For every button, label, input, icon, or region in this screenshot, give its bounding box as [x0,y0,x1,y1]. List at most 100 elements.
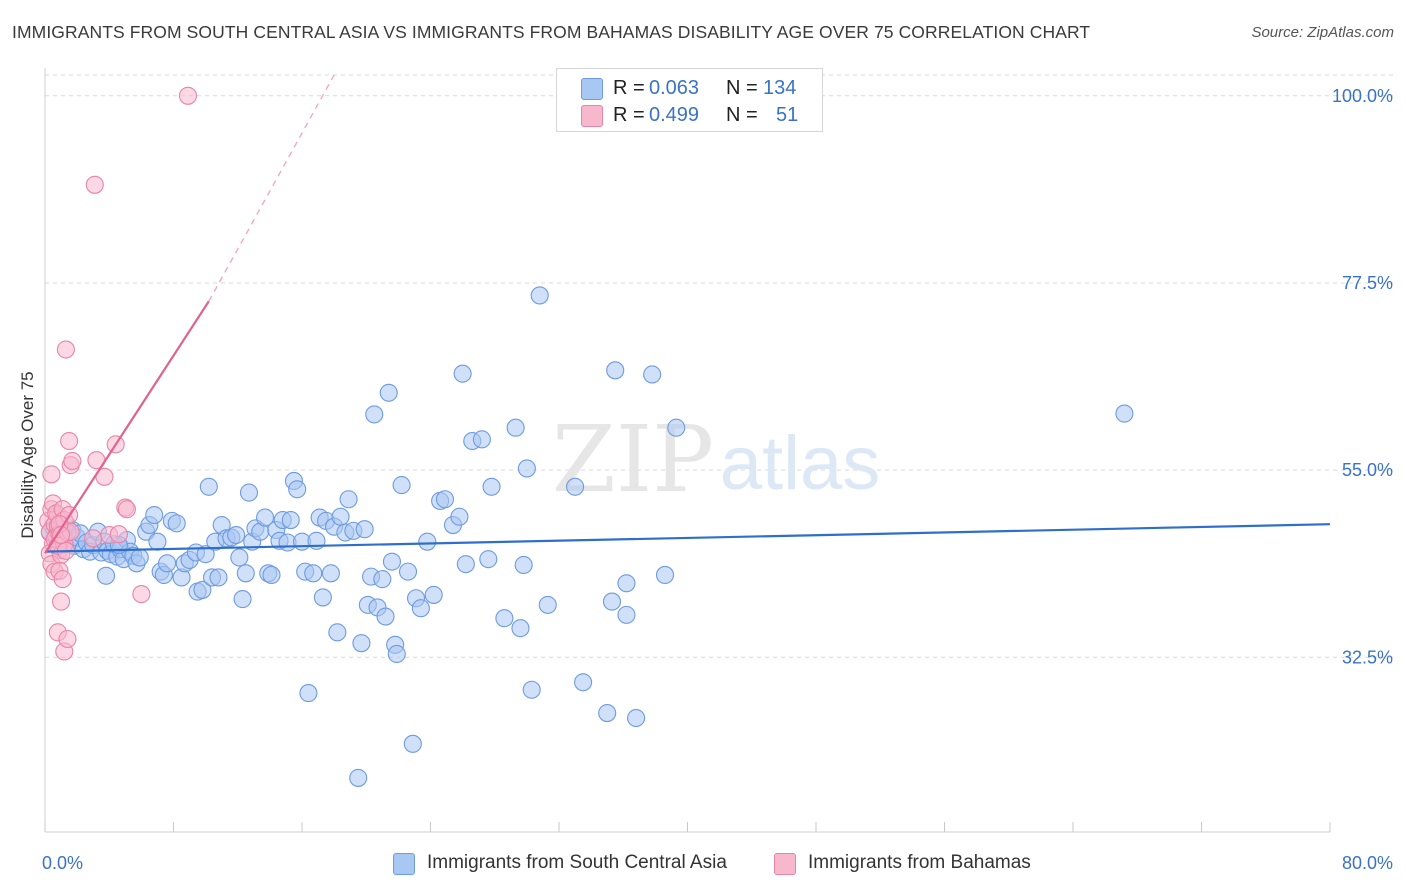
legend-n-value: 51 [776,104,799,126]
point-bahamas [58,629,77,649]
y-tick-label: 55.0% [1342,460,1393,480]
point-south-central-asia [602,592,622,611]
point-south-central-asia [233,590,252,609]
point-south-central-asia [1115,404,1134,423]
point-south-central-asia [456,555,475,574]
point-south-central-asia [403,734,422,753]
watermark: ZIP atlas [552,406,880,513]
point-south-central-asia [398,562,418,581]
point-south-central-asia [617,605,636,624]
point-south-central-asia [288,480,307,499]
point-bahamas [109,525,128,544]
point-south-central-asia [373,570,392,589]
axis-layer [44,68,1331,833]
point-south-central-asia [281,510,300,530]
point-south-central-asia [239,483,259,502]
point-bahamas [56,340,75,359]
legend-n-value: 134 [763,77,797,99]
point-south-central-asia [376,607,395,626]
legend-n-label: N = [726,77,758,99]
correlation-legend: R = 0.063 N = 134 R = 0.499 N = 51 [556,68,823,132]
point-south-central-asia [418,532,437,551]
y-tick-label: 100.0% [1332,86,1393,106]
point-south-central-asia [387,644,406,664]
bottom-legend-label: Immigrants from South Central Asia [427,852,727,873]
point-south-central-asia [349,768,368,787]
bottom-legend-label: Immigrants from Bahamas [808,852,1031,873]
watermark-zip: ZIP [552,406,714,513]
point-south-central-asia [522,680,541,699]
trend-extension-bahamas [208,74,335,302]
points-layer [39,86,1134,787]
point-south-central-asia [392,476,411,495]
point-south-central-asia [667,418,686,437]
point-south-central-asia [96,566,116,585]
legend-r-label: R = [613,104,645,126]
legend-n-label: N = [726,104,758,126]
source-credit: Source: ZipAtlas.com [1251,24,1394,41]
point-south-central-asia [411,599,430,618]
point-south-central-asia [209,568,228,587]
point-bahamas [53,570,72,589]
point-south-central-asia [199,477,218,496]
point-south-central-asia [167,514,186,533]
point-south-central-asia [538,595,557,614]
point-south-central-asia [566,477,585,496]
point-south-central-asia [256,508,275,527]
legend-swatch-pink [581,105,603,127]
point-south-central-asia [321,564,340,583]
bottom-legend-swatch-blue [393,853,415,875]
point-south-central-asia [328,623,347,642]
trend-line-south-central-asia [44,523,1331,553]
trend-layer [44,74,1331,554]
point-south-central-asia [148,532,167,551]
point-south-central-asia [482,477,501,496]
point-south-central-asia [382,552,402,571]
point-south-central-asia [379,383,398,402]
trend-line-bahamas [44,300,210,554]
point-bahamas [63,451,82,471]
point-bahamas [60,431,79,451]
point-south-central-asia [313,588,332,607]
point-bahamas [52,592,71,611]
point-bahamas [52,525,71,545]
point-south-central-asia [236,564,255,583]
legend-swatch-blue [581,78,603,100]
point-south-central-asia [479,550,498,569]
point-south-central-asia [424,585,443,604]
point-bahamas [84,529,103,548]
point-south-central-asia [450,507,469,526]
watermark-atlas: atlas [720,421,881,506]
point-bahamas [85,175,104,194]
point-south-central-asia [196,545,215,564]
x-tick-label: 80.0% [1342,853,1393,873]
point-south-central-asia [495,609,514,628]
point-south-central-asia [506,418,525,437]
point-south-central-asia [299,684,318,703]
tick-label-layer: 32.5% 55.0% 77.5% 100.0% 0.0% 80.0% [42,86,1393,873]
point-south-central-asia [227,525,246,545]
point-south-central-asia [517,459,536,478]
legend-r-label: R = [613,77,645,99]
point-south-central-asia [655,565,675,585]
point-south-central-asia [453,364,472,383]
point-bahamas [132,585,151,604]
point-south-central-asia [514,555,533,575]
point-south-central-asia [262,565,281,585]
point-south-central-asia [355,520,374,539]
point-south-central-asia [627,708,646,728]
point-south-central-asia [606,361,625,380]
point-bahamas [178,86,198,105]
point-south-central-asia [130,548,149,567]
point-south-central-asia [435,490,455,509]
point-south-central-asia [530,286,549,305]
point-south-central-asia [304,564,323,583]
y-tick-label: 32.5% [1342,647,1393,667]
point-south-central-asia [230,548,249,567]
point-south-central-asia [574,673,593,692]
legend-r-value: 0.499 [649,104,700,126]
point-south-central-asia [352,634,371,653]
y-tick-label: 77.5% [1342,273,1393,293]
point-south-central-asia [365,405,384,424]
